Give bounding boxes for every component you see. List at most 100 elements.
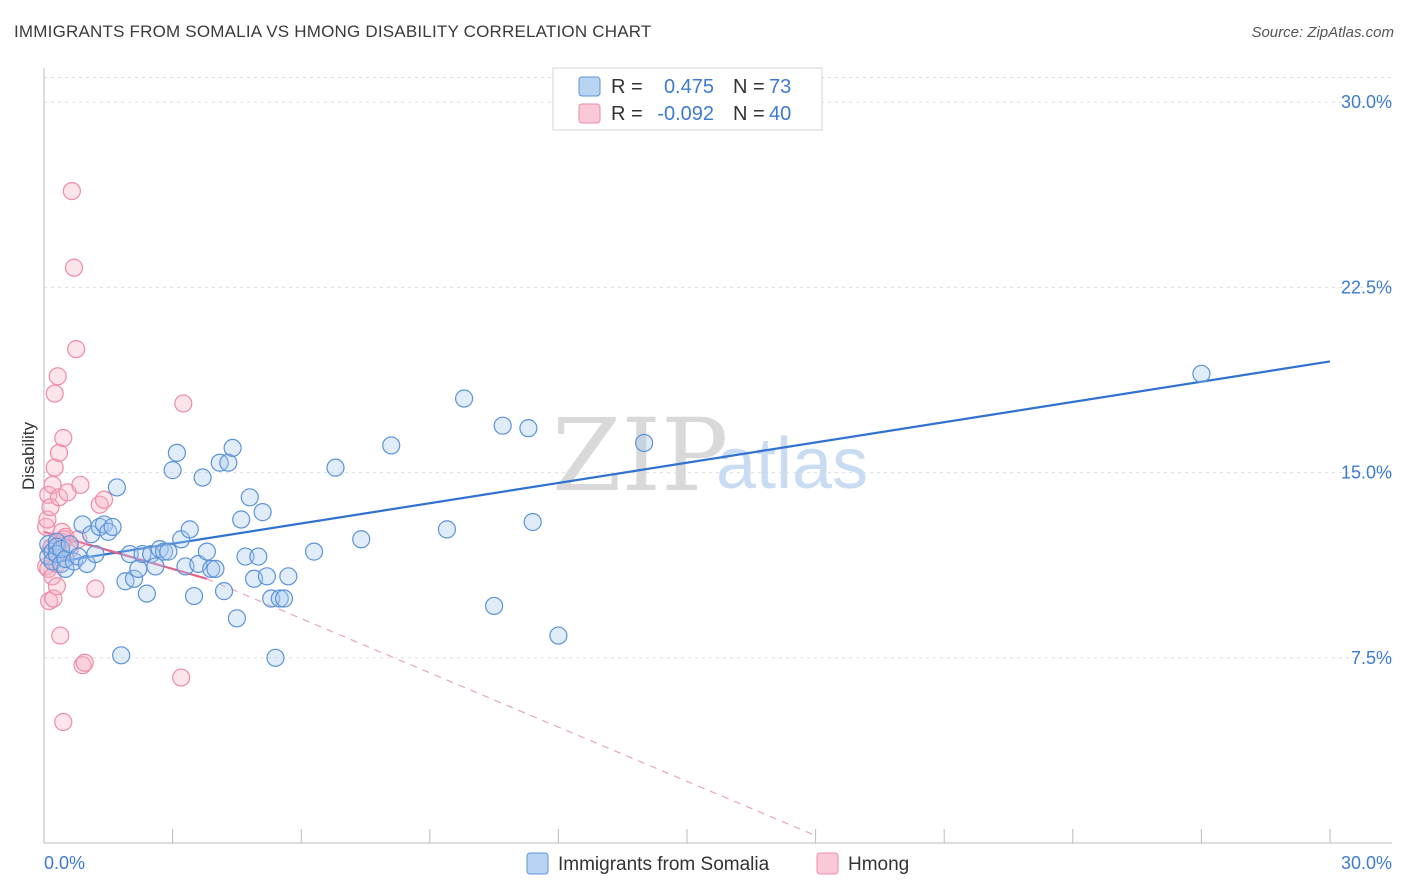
somalia-point-26 — [124, 569, 144, 588]
y-tick-label-3: 30.0% — [1341, 92, 1392, 112]
hmong-point-28 — [62, 181, 81, 201]
hmong-point-18 — [49, 488, 69, 507]
somalia-point-62 — [279, 567, 298, 586]
legend-swatch-hmong — [816, 852, 839, 875]
somalia-point-63 — [304, 542, 324, 561]
somalia-point-64 — [326, 458, 345, 477]
somalia-point-59 — [266, 648, 285, 667]
somalia-point-69 — [493, 416, 512, 435]
y-tick-label-2: 22.5% — [1341, 277, 1392, 297]
somalia-point-70 — [485, 596, 504, 616]
somalia-point-40 — [184, 586, 204, 606]
stats-r-value-pink: -0.092 — [657, 103, 714, 125]
y-tick-label-1: 15.0% — [1341, 463, 1392, 483]
stats-legend-box: R = 0.475 N = 73 R = -0.092 N = 40 — [552, 67, 823, 131]
somalia-point-29 — [137, 584, 156, 603]
hmong-point-12 — [45, 458, 64, 477]
somalia-point-55 — [249, 547, 268, 566]
somalia-point-57 — [257, 567, 277, 586]
somalia-point-74 — [635, 433, 654, 453]
hmong-point-29 — [64, 258, 84, 277]
x-tick-marks — [43, 829, 1331, 843]
somalia-point-47 — [214, 582, 234, 601]
somalia-point-35 — [163, 461, 182, 480]
somalia-point-8 — [52, 540, 71, 559]
somalia-point-36 — [167, 443, 186, 462]
hmong-point-23 — [54, 428, 73, 448]
somalia-point-71 — [519, 419, 538, 438]
hmong-point-17 — [49, 443, 69, 462]
somalia-point-65 — [352, 530, 371, 549]
hmong-point-14 — [47, 577, 66, 596]
somalia-points — [39, 364, 1211, 667]
stats-r-value-blue: 0.475 — [664, 76, 714, 98]
legend-label-somalia: Immigrants from Somalia — [558, 854, 770, 875]
y-axis-label: Disability — [19, 421, 38, 490]
somalia-point-42 — [193, 468, 212, 487]
watermark-atlas: atlas — [716, 424, 868, 504]
hmong-point-32 — [71, 475, 90, 495]
somalia-point-33 — [154, 542, 174, 561]
somalia-point-60 — [270, 589, 289, 608]
watermark-zip: ZIP — [552, 397, 728, 514]
somalia-point-67 — [437, 520, 457, 539]
legend-label-hmong: Hmong — [848, 854, 909, 875]
somalia-point-31 — [146, 557, 165, 576]
somalia-point-43 — [197, 542, 216, 561]
hmong-point-39 — [174, 394, 193, 413]
somalia-point-73 — [549, 626, 568, 645]
chart-title: IMMIGRANTS FROM SOMALIA VS HMONG DISABIL… — [14, 22, 652, 41]
stats-n-label-pink: N = — [733, 103, 765, 125]
trend-lines — [43, 360, 1331, 837]
gridlines — [44, 77, 1392, 659]
somalia-point-52 — [236, 547, 255, 566]
somalia-point-72 — [523, 512, 542, 532]
stats-r-label-blue: R = — [611, 76, 643, 98]
somalia-point-17 — [86, 544, 105, 564]
hmong-point-36 — [86, 579, 105, 598]
somalia-point-34 — [159, 542, 178, 561]
chart-source: Source: ZipAtlas.com — [1251, 24, 1394, 41]
somalia-point-22 — [107, 478, 126, 497]
hmong-point-40 — [172, 668, 191, 687]
y-tick-label-0: 7.5% — [1351, 648, 1392, 668]
somalia-point-39 — [180, 520, 199, 539]
hmong-point-35 — [54, 712, 73, 732]
somalia-point-11 — [60, 535, 79, 554]
hmong-point-30 — [67, 340, 86, 359]
somalia-point-53 — [240, 488, 259, 507]
stats-n-value-pink: 40 — [769, 103, 791, 125]
somalia-point-44 — [202, 559, 221, 579]
somalia-point-66 — [382, 436, 401, 455]
somalia-point-56 — [253, 503, 272, 522]
somalia-point-45 — [206, 559, 225, 579]
hmong-point-34 — [75, 653, 94, 672]
somalia-point-23 — [112, 646, 131, 665]
trend-line-hmong-extended — [206, 578, 816, 837]
somalia-point-50 — [227, 609, 246, 628]
x-tick-label-min: 0.0% — [44, 853, 85, 873]
somalia-point-51 — [232, 510, 251, 529]
somalia-point-68 — [454, 389, 474, 408]
bottom-legend: Immigrants from Somalia Hmong — [526, 852, 909, 875]
hmong-point-33 — [73, 656, 92, 675]
stats-n-value-blue: 73 — [769, 76, 791, 98]
hmong-points — [37, 181, 193, 732]
trend-line-hmong — [43, 530, 208, 580]
hmong-point-19 — [51, 626, 70, 645]
hmong-point-38 — [94, 490, 114, 509]
somalia-point-21 — [103, 517, 122, 537]
y-tick-labels: 7.5% 15.0% 22.5% 30.0% — [1341, 92, 1392, 668]
somalia-point-25 — [120, 544, 139, 564]
somalia-point-49 — [223, 438, 242, 458]
hmong-point-16 — [48, 367, 67, 386]
legend-swatch-somalia — [526, 852, 549, 875]
stats-legend-swatch-blue — [578, 76, 601, 97]
trend-line-somalia — [43, 360, 1331, 566]
stats-r-label-pink: R = — [611, 103, 643, 125]
somalia-point-61 — [274, 589, 294, 608]
somalia-point-75 — [1192, 364, 1211, 383]
x-tick-label-max: 30.0% — [1341, 853, 1392, 873]
stats-n-label-blue: N = — [733, 76, 765, 98]
